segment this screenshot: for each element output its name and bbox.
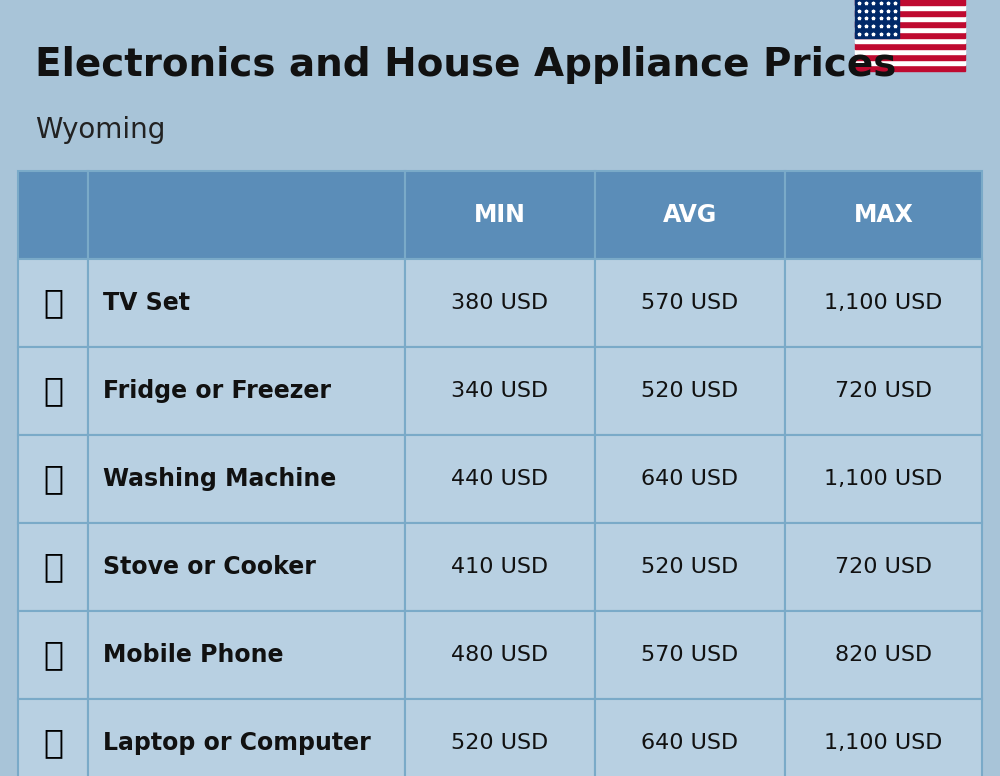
Text: Laptop or Computer: Laptop or Computer [103, 731, 371, 755]
Bar [785, 699, 982, 776]
Text: 520 USD: 520 USD [641, 557, 739, 577]
Text: TV Set: TV Set [103, 291, 190, 315]
Bar [595, 699, 785, 776]
Bar [405, 435, 595, 523]
Bar [595, 523, 785, 611]
Text: 👕: 👕 [43, 462, 63, 496]
Text: Wyoming: Wyoming [35, 116, 165, 144]
Bar [855, 5, 965, 10]
Bar [18, 435, 88, 523]
Bar [855, 21, 965, 26]
Text: 720 USD: 720 USD [835, 381, 932, 401]
Text: 1,100 USD: 1,100 USD [824, 733, 943, 753]
Bar [785, 259, 982, 347]
Bar [595, 171, 785, 259]
Bar [595, 611, 785, 699]
Bar [855, 0, 899, 38]
Bar [88, 611, 405, 699]
Text: MIN: MIN [474, 203, 526, 227]
Text: Stove or Cooker: Stove or Cooker [103, 555, 316, 579]
Bar [855, 0, 965, 5]
Text: 520 USD: 520 USD [451, 733, 549, 753]
Text: AVG: AVG [663, 203, 717, 227]
Bar [855, 49, 965, 54]
Bar [88, 699, 405, 776]
Text: 640 USD: 640 USD [641, 733, 739, 753]
Bar [88, 435, 405, 523]
Bar [595, 259, 785, 347]
Text: 570 USD: 570 USD [641, 645, 739, 665]
Bar [405, 171, 595, 259]
Bar [855, 26, 965, 33]
Bar [855, 16, 965, 21]
Text: 520 USD: 520 USD [641, 381, 739, 401]
Text: 380 USD: 380 USD [451, 293, 549, 313]
Text: Fridge or Freezer: Fridge or Freezer [103, 379, 331, 403]
Bar [18, 259, 88, 347]
Bar [405, 699, 595, 776]
Bar [855, 60, 965, 65]
Bar [785, 435, 982, 523]
Text: 640 USD: 640 USD [641, 469, 739, 489]
Bar [785, 611, 982, 699]
Bar [855, 38, 965, 43]
Text: MAX: MAX [854, 203, 913, 227]
Text: Mobile Phone: Mobile Phone [103, 643, 284, 667]
Text: 1,100 USD: 1,100 USD [824, 293, 943, 313]
Bar [855, 54, 965, 60]
Bar [855, 33, 965, 38]
Text: Electronics and House Appliance Prices: Electronics and House Appliance Prices [35, 46, 896, 84]
Bar [855, 65, 965, 71]
Bar [405, 259, 595, 347]
Bar [18, 611, 88, 699]
Bar [405, 347, 595, 435]
Text: 🍲: 🍲 [43, 375, 63, 407]
Text: 570 USD: 570 USD [641, 293, 739, 313]
Bar [405, 611, 595, 699]
Bar [88, 523, 405, 611]
Bar [785, 523, 982, 611]
Bar [785, 347, 982, 435]
Text: 🔥: 🔥 [43, 550, 63, 584]
Text: 📱: 📱 [43, 639, 63, 671]
Bar [405, 523, 595, 611]
Text: 410 USD: 410 USD [451, 557, 549, 577]
Text: 720 USD: 720 USD [835, 557, 932, 577]
Bar [88, 347, 405, 435]
Bar [18, 171, 88, 259]
Bar [855, 10, 965, 16]
Bar [88, 259, 405, 347]
Text: 💻: 💻 [43, 726, 63, 760]
Text: 340 USD: 340 USD [451, 381, 549, 401]
Bar [595, 435, 785, 523]
Text: 📺: 📺 [43, 286, 63, 320]
Bar [18, 523, 88, 611]
Bar [18, 347, 88, 435]
Bar [855, 43, 965, 49]
Text: Washing Machine: Washing Machine [103, 467, 336, 491]
Text: 440 USD: 440 USD [451, 469, 549, 489]
Bar [595, 347, 785, 435]
Text: 820 USD: 820 USD [835, 645, 932, 665]
Bar [88, 171, 405, 259]
Bar [18, 699, 88, 776]
Text: 1,100 USD: 1,100 USD [824, 469, 943, 489]
Text: 480 USD: 480 USD [451, 645, 549, 665]
Bar [785, 171, 982, 259]
